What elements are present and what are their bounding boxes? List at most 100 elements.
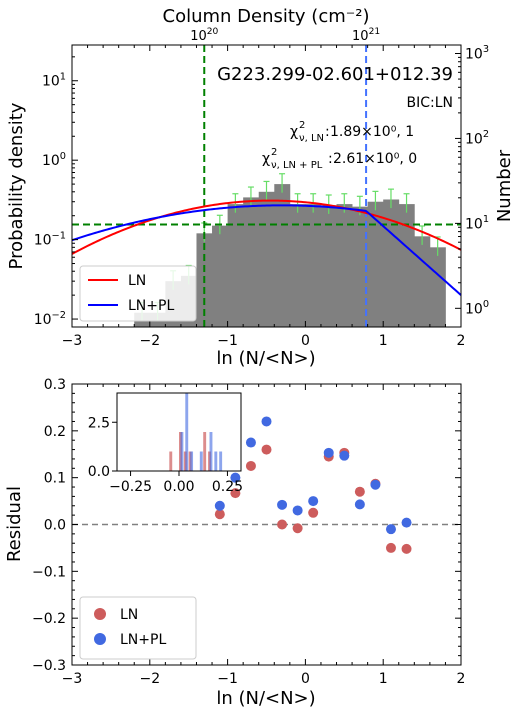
lnpl-residual-point <box>339 450 350 461</box>
hist-bar <box>320 205 337 327</box>
inset-lnpl-bar <box>180 432 184 471</box>
legend-ln-label: LN <box>128 273 146 289</box>
svg-text:ν, LN + PL: ν, LN + PL <box>271 160 323 171</box>
x-tick-label: 2 <box>457 333 466 349</box>
hist-bar <box>429 247 446 327</box>
inset-lnpl-bar <box>185 393 189 471</box>
x-tick-label: −3 <box>62 671 83 687</box>
hist-bar <box>398 204 415 327</box>
lnpl-residual-point <box>354 499 365 510</box>
hist-bar <box>367 201 384 327</box>
lnpl-residual-point <box>245 437 256 448</box>
y-tick-label: 10−2 <box>34 310 66 328</box>
ln-residual-point <box>261 444 272 455</box>
y-tick-label: −0.3 <box>32 658 66 674</box>
chart-title: G223.299-02.601+012.39 <box>217 64 453 85</box>
lnpl-residual-point <box>214 500 225 511</box>
ln-residual-point <box>277 519 288 530</box>
top-y2label: Number <box>494 149 515 222</box>
residual-points <box>214 416 412 554</box>
y-tick-label: 10−1 <box>34 230 66 248</box>
bottom-panel: −3 −2 −1 0 1 2 0.3 0.2 0.1 0.0 −0.1 −0.2 −0.3 −0.25… <box>4 377 465 709</box>
svg-text:χ: χ <box>290 124 298 140</box>
top-tick-label: 1020 <box>190 27 218 44</box>
legend-lnpl-label: LN+PL <box>128 298 174 314</box>
x-tick-label: −2 <box>139 671 160 687</box>
inset-ln-bar <box>169 451 173 471</box>
ln-residual-point <box>308 507 319 518</box>
legend-lnpl-marker <box>94 633 106 645</box>
fit-curves <box>71 199 462 296</box>
hist-bar <box>352 206 369 327</box>
y2-tick-label: 102 <box>465 129 489 147</box>
x-tick-label: 2 <box>457 671 466 687</box>
ln-residual-point <box>292 523 303 534</box>
reference-lines <box>72 45 461 327</box>
x-tick-label: 0 <box>301 333 310 349</box>
lnpl-residual-point <box>261 416 272 427</box>
legend-lnpl-label-bottom: LN+PL <box>120 632 166 648</box>
svg-text:χ: χ <box>262 151 270 167</box>
bic-label: BIC:LN <box>407 95 454 111</box>
lnpl-residual-point <box>308 496 319 507</box>
svg-text:2: 2 <box>271 147 277 158</box>
top-y2-ticks: 103 102 101 100 <box>455 44 489 317</box>
y-tick-label: 0.2 <box>44 424 66 440</box>
top-xlabel-bottom: ln (N/<N>) <box>216 348 315 369</box>
lnpl-residual-point <box>323 447 334 458</box>
legend-ln-label-bottom: LN <box>120 607 138 623</box>
inset-lnpl-bar <box>199 451 203 471</box>
y-tick-label: 100 <box>42 151 66 169</box>
lnpl-fit-curve <box>71 204 462 296</box>
hist-bar <box>383 199 400 327</box>
svg-text:ν, LN: ν, LN <box>299 133 324 144</box>
top-y-ticks: 101 100 10−1 10−2 <box>34 56 78 328</box>
ln-residual-point <box>245 460 256 471</box>
inset-lnpl-bar <box>214 451 218 471</box>
inset-lnpl-bar <box>190 451 194 471</box>
x-tick-label: −1 <box>217 333 238 349</box>
inset-x-tick-label: 0.25 <box>212 479 243 495</box>
hist-bar <box>336 204 353 327</box>
top-axis-ticks: 1020 1021 <box>190 27 380 44</box>
lnpl-residual-point <box>401 517 412 528</box>
y-tick-label: −0.1 <box>32 564 66 580</box>
legend-ln-marker <box>94 608 106 620</box>
ln-residual-point <box>385 542 396 553</box>
bottom-legend-box <box>79 596 197 660</box>
svg-text:2: 2 <box>299 120 305 131</box>
hist-bar <box>414 236 431 327</box>
inset-lnpl-bar <box>219 451 223 471</box>
top-tick-label: 1021 <box>352 27 380 44</box>
lnpl-residual-point <box>292 505 303 516</box>
bottom-y-ticks: 0.3 0.2 0.1 0.0 −0.1 −0.2 −0.3 <box>32 377 461 674</box>
bottom-ylabel: Residual <box>4 486 25 562</box>
hist-bar <box>305 204 322 327</box>
hist-bar <box>258 191 275 327</box>
hist-bar <box>243 197 260 327</box>
chi-lnpl-annotation: χ 2 ν, LN + PL : 2.61×10⁰, 0 <box>262 147 417 171</box>
inset-ticks: −0.25 0.00 0.25 0.0 2.5 <box>88 415 243 495</box>
top-xlabel: Column Density (cm⁻²) <box>163 6 370 27</box>
y-tick-label: 0.0 <box>44 518 66 534</box>
inset-x-tick-label: 0.00 <box>163 479 194 495</box>
y-tick-label: 101 <box>42 71 66 89</box>
top-x-ticks: −3 −2 −1 0 1 2 <box>62 45 466 349</box>
x-tick-label: −3 <box>62 333 83 349</box>
ln-residual-point <box>214 509 225 520</box>
chi-ln-value: 1.89×10⁰, 1 <box>330 124 414 140</box>
ln-residual-point <box>354 486 365 497</box>
inset-lnpl-bar <box>209 432 213 471</box>
y2-tick-label: 101 <box>465 214 489 232</box>
chi-lnpl-value: 2.61×10⁰, 0 <box>333 151 417 167</box>
hist-bar <box>227 204 244 327</box>
lnpl-residual-point <box>385 524 396 535</box>
x-tick-label: −2 <box>139 333 160 349</box>
inset-histogram: −0.25 0.00 0.25 0.0 2.5 <box>88 392 243 495</box>
lnpl-residual-point <box>230 472 241 483</box>
hist-bar <box>289 204 306 327</box>
hist-bar <box>212 225 228 327</box>
ln-residual-point <box>230 488 241 499</box>
y-tick-label: 0.1 <box>44 471 66 487</box>
